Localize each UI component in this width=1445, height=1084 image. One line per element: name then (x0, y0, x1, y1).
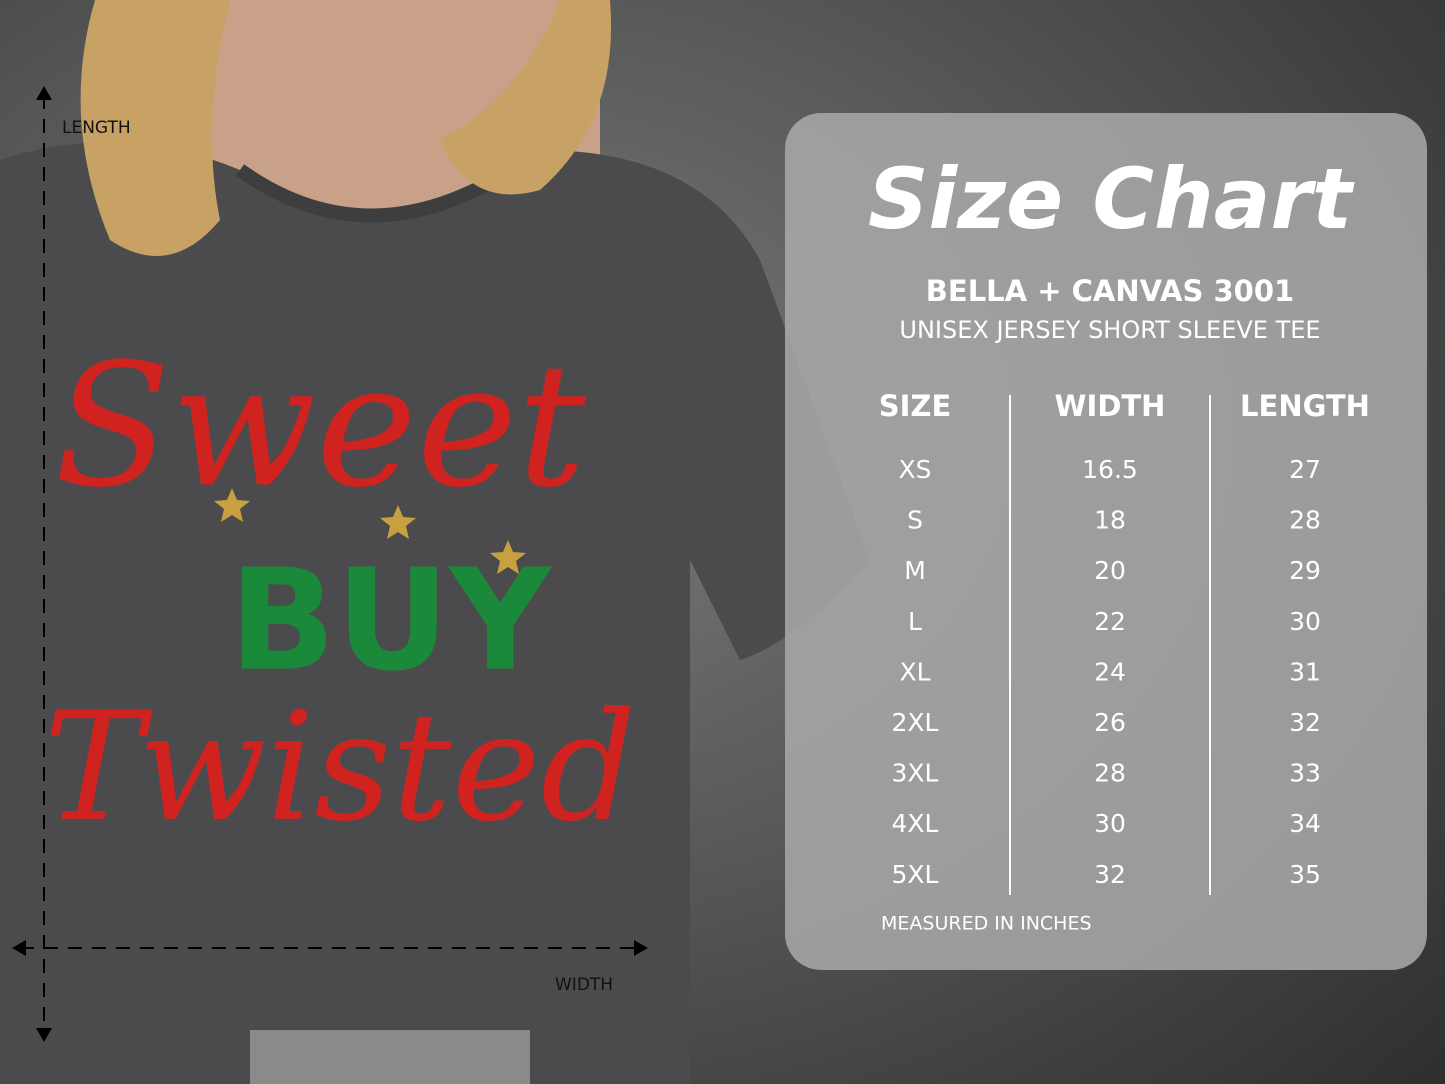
table-cell: 35 (1289, 860, 1321, 889)
hair-right (440, 0, 612, 195)
size-table: SIZE WIDTH LENGTH XS 16.5 27 S 18 28 M 20 29 L 22 30 XL… (879, 389, 1370, 889)
column-header: SIZE (879, 389, 952, 423)
column-header: LENGTH (1240, 389, 1370, 423)
table-cell: 32 (1289, 708, 1321, 737)
table-cell: 33 (1289, 759, 1321, 788)
table-cell: M (904, 556, 926, 585)
table-cell: 34 (1289, 809, 1321, 838)
table-cell: 29 (1289, 556, 1321, 585)
chart-title: Size Chart (868, 150, 1355, 248)
table-cell: 16.5 (1082, 455, 1138, 484)
product-description: UNISEX JERSEY SHORT SLEEVE TEE (899, 316, 1320, 344)
table-cell: 27 (1289, 455, 1321, 484)
table-cell: 3XL (892, 759, 939, 788)
table-cell: L (908, 607, 922, 636)
size-chart-panel (785, 113, 1427, 970)
table-cell: 4XL (892, 809, 939, 838)
note: MEASURED IN INCHES (881, 913, 1092, 935)
design-line: Twisted (43, 681, 636, 855)
table-cell: XL (899, 657, 930, 686)
table-cell: 22 (1094, 607, 1126, 636)
shirt (0, 142, 870, 1084)
table-cell: 2XL (892, 708, 939, 737)
pants (250, 1030, 530, 1084)
width-label: WIDTH (555, 975, 613, 995)
design-line: Sweet (54, 327, 586, 525)
table-cell: 32 (1094, 860, 1126, 889)
table-cell: 5XL (892, 860, 939, 889)
table-cell: 30 (1289, 607, 1321, 636)
column-header: WIDTH (1055, 389, 1166, 423)
table-cell: 20 (1094, 556, 1126, 585)
hair-left (80, 0, 231, 256)
table-cell: 18 (1094, 506, 1126, 535)
product-name: BELLA + CANVAS 3001 (926, 274, 1294, 308)
table-cell: 28 (1094, 759, 1126, 788)
table-cell: 28 (1289, 506, 1321, 535)
design-line: BUY (229, 540, 552, 703)
table-cell: 26 (1094, 708, 1126, 737)
table-cell: XS (899, 455, 932, 484)
table-cell: 24 (1094, 657, 1126, 686)
length-label: LENGTH (62, 118, 131, 138)
table-cell: 31 (1289, 657, 1321, 686)
table-cell: 30 (1094, 809, 1126, 838)
table-cell: S (907, 506, 923, 535)
